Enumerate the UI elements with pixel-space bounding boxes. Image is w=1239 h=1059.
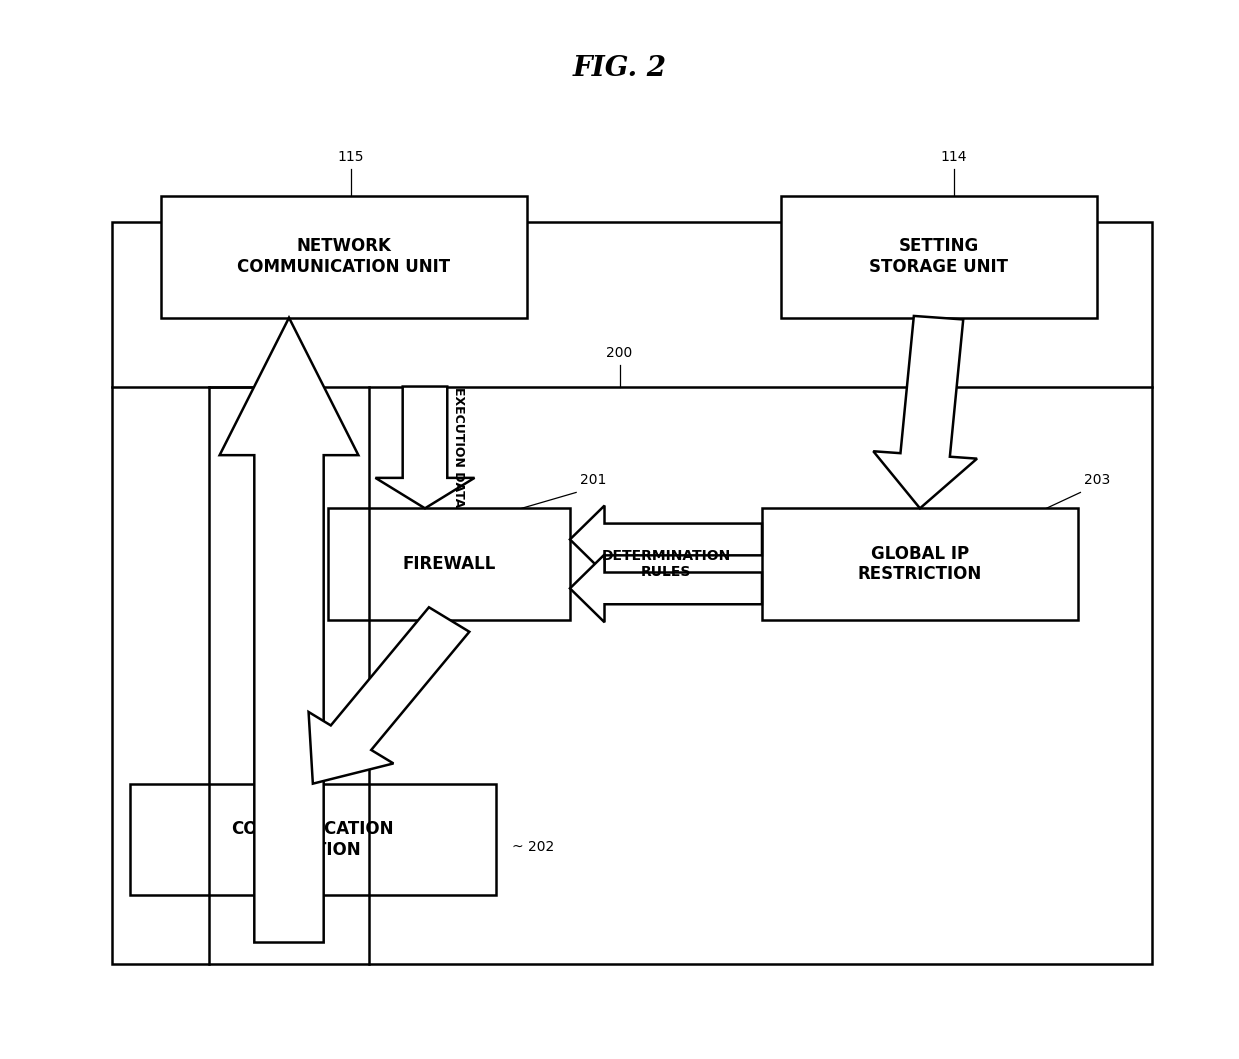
Text: EXECUTION DATA: EXECUTION DATA [452, 388, 465, 507]
Polygon shape [219, 318, 358, 943]
Text: 201: 201 [580, 473, 606, 487]
Text: 203: 203 [1084, 473, 1110, 487]
Text: ~ 202: ~ 202 [512, 840, 554, 855]
Text: DETERMINATION
RULES: DETERMINATION RULES [601, 549, 731, 579]
Text: 115: 115 [337, 150, 364, 164]
Text: COMMUNICATION
FUNCTION: COMMUNICATION FUNCTION [232, 820, 394, 859]
Bar [112, 222, 1152, 964]
Polygon shape [570, 555, 762, 623]
Text: FIG. 2: FIG. 2 [572, 55, 667, 83]
Polygon shape [309, 607, 470, 784]
Polygon shape [873, 316, 978, 508]
Text: FIREWALL: FIREWALL [403, 555, 496, 573]
Bar [161, 196, 527, 318]
Bar [130, 784, 496, 895]
Text: 114: 114 [940, 150, 968, 164]
Text: GLOBAL IP
RESTRICTION: GLOBAL IP RESTRICTION [857, 544, 983, 584]
Polygon shape [570, 505, 762, 573]
Text: 200: 200 [606, 346, 633, 360]
Bar [762, 508, 1078, 620]
Polygon shape [375, 387, 475, 508]
Bar [781, 196, 1097, 318]
Text: SETTING
STORAGE UNIT: SETTING STORAGE UNIT [869, 237, 1009, 276]
Bar [328, 508, 570, 620]
Text: NETWORK
COMMUNICATION UNIT: NETWORK COMMUNICATION UNIT [237, 237, 451, 276]
